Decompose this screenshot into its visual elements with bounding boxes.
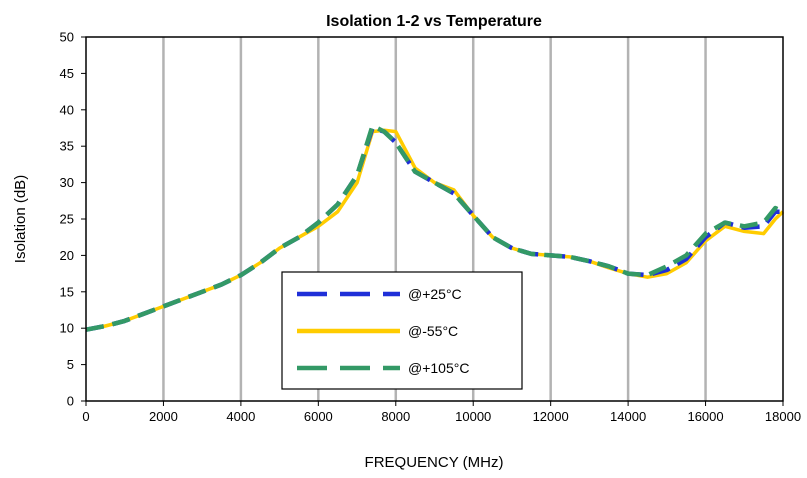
y-tick-label: 35 <box>60 139 74 154</box>
x-tick-label: 2000 <box>149 409 178 424</box>
x-axis-label: FREQUENCY (MHz) <box>365 454 504 471</box>
y-tick-label: 25 <box>60 212 74 227</box>
chart-title: Isolation 1-2 vs Temperature <box>326 13 542 30</box>
y-tick-label: 20 <box>60 248 74 263</box>
x-tick-label: 8000 <box>381 409 410 424</box>
series-line <box>85 125 783 332</box>
x-tick-label: 18000 <box>765 409 801 424</box>
legend-label: @-55°C <box>408 323 458 339</box>
y-tick-label: 10 <box>60 321 74 336</box>
legend-label: @+25°C <box>408 286 462 302</box>
y-tick-label: 45 <box>60 66 74 81</box>
series-lines <box>85 123 785 332</box>
x-tick-label: 14000 <box>610 409 646 424</box>
x-tick-label: 4000 <box>226 409 255 424</box>
y-axis-label: Isolation (dB) <box>12 175 29 263</box>
y-axis-ticks: 0 5 10 15 20 25 30 35 40 45 50 <box>60 30 86 409</box>
legend-label: @+105°C <box>408 360 469 376</box>
x-tick-label: 16000 <box>687 409 723 424</box>
x-tick-label: 0 <box>82 409 89 424</box>
series-line <box>85 123 784 332</box>
y-tick-label: 5 <box>67 357 74 372</box>
grid-lines <box>162 37 707 401</box>
series-line <box>85 128 785 332</box>
x-tick-label: 10000 <box>455 409 491 424</box>
legend: @+25°C @-55°C @+105°C <box>281 271 523 390</box>
x-axis-ticks: 0 2000 4000 6000 8000 10000 12000 14000 16000 180… <box>82 401 801 424</box>
y-tick-label: 0 <box>67 394 74 409</box>
y-tick-label: 15 <box>60 284 74 299</box>
x-tick-label: 12000 <box>533 409 569 424</box>
y-tick-label: 50 <box>60 30 74 45</box>
x-tick-label: 6000 <box>304 409 333 424</box>
y-tick-label: 40 <box>60 102 74 117</box>
y-tick-label: 30 <box>60 175 74 190</box>
